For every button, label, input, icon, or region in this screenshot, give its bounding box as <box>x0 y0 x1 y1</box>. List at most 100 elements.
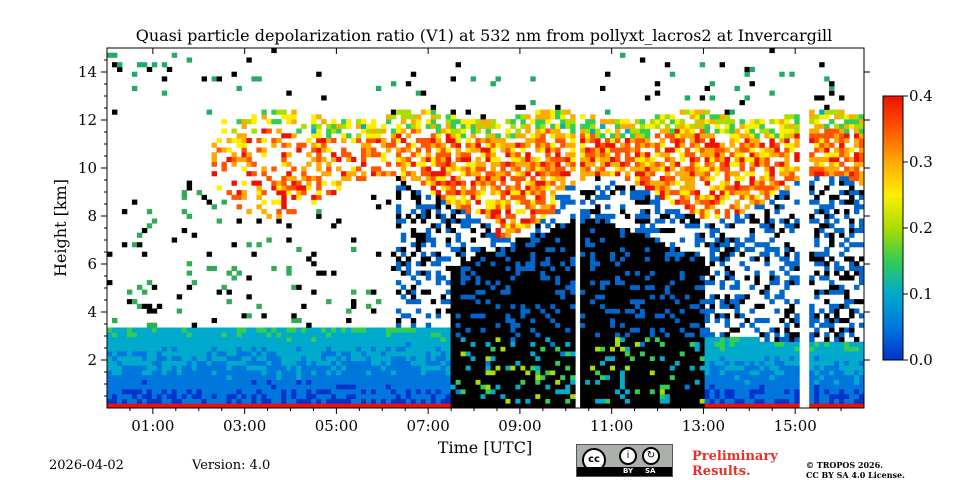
heatmap-cell <box>659 289 666 295</box>
heatmap-cell <box>659 166 666 172</box>
heatmap-cell <box>201 370 207 376</box>
heatmap-cell <box>151 327 158 333</box>
heatmap-cell <box>216 355 222 361</box>
heatmap-cell <box>316 123 322 129</box>
heatmap-cell <box>634 152 641 158</box>
heatmap-cell <box>689 374 696 380</box>
heatmap-cell <box>331 360 337 366</box>
heatmap-cell <box>420 242 427 248</box>
heatmap-cell <box>634 242 641 248</box>
heatmap-cell <box>311 114 317 120</box>
heatmap-cell <box>535 232 541 238</box>
heatmap-cell <box>410 194 417 200</box>
heatmap-cell <box>420 204 427 210</box>
heatmap-cell <box>500 398 506 404</box>
heatmap-cell <box>196 351 202 357</box>
heatmap-cell <box>550 341 556 347</box>
heatmap-cell <box>679 123 686 129</box>
heatmap-cell <box>639 270 646 276</box>
heatmap-cell <box>545 128 551 134</box>
heatmap-cell <box>585 138 591 144</box>
heatmap-cell <box>540 280 546 286</box>
heatmap-cell <box>112 327 118 333</box>
heatmap-cell <box>415 355 422 361</box>
heatmap-cell <box>570 237 576 243</box>
heatmap-cell <box>475 303 481 309</box>
heatmap-cell <box>570 280 576 286</box>
heatmap-cell <box>540 180 546 186</box>
heatmap-cell <box>351 327 357 333</box>
heatmap-cell <box>485 275 491 281</box>
heatmap-cell <box>450 280 456 286</box>
heatmap-cell <box>744 246 750 252</box>
heatmap-cell <box>251 403 257 408</box>
heatmap-cell <box>754 393 760 399</box>
heatmap-cell <box>714 403 720 408</box>
heatmap-cell <box>634 133 641 139</box>
heatmap-cell <box>296 147 302 153</box>
heatmap-cell <box>141 370 148 376</box>
heatmap-cell <box>291 180 297 186</box>
heatmap-cell <box>236 218 242 224</box>
heatmap-cell <box>664 156 671 162</box>
heatmap-cell <box>620 318 626 324</box>
heatmap-cell <box>545 336 551 342</box>
heatmap-cell <box>151 341 158 347</box>
heatmap-cell <box>420 374 427 380</box>
heatmap-cell <box>525 237 531 243</box>
heatmap-cell <box>131 384 138 390</box>
heatmap-cell <box>151 62 158 68</box>
heatmap-cell <box>615 403 621 408</box>
heatmap-cell <box>674 161 681 167</box>
heatmap-cell <box>684 204 691 210</box>
heatmap-cell <box>620 327 626 333</box>
heatmap-cell <box>371 166 377 172</box>
heatmap-cell <box>560 303 566 309</box>
heatmap-cell <box>605 161 611 167</box>
heatmap-cell <box>595 303 601 309</box>
heatmap-cell <box>226 346 232 352</box>
heatmap-cell <box>639 294 646 300</box>
heatmap-cell <box>535 336 541 342</box>
heatmap-cell <box>266 398 272 404</box>
heatmap-cell <box>724 123 730 129</box>
heatmap-cell <box>435 403 442 408</box>
heatmap-cell <box>281 403 287 408</box>
heatmap-cell <box>565 265 571 271</box>
heatmap-cell <box>714 398 720 404</box>
heatmap-cell <box>216 379 222 385</box>
heatmap-cell <box>634 355 641 361</box>
heatmap-cell <box>545 341 551 347</box>
heatmap-cell <box>425 142 432 148</box>
heatmap-cell <box>644 232 651 238</box>
heatmap-cell <box>570 370 576 376</box>
heatmap-cell <box>276 109 282 115</box>
heatmap-cell <box>371 332 377 338</box>
heatmap-cell <box>605 289 611 295</box>
heatmap-cell <box>216 389 222 395</box>
heatmap-cell <box>669 251 676 257</box>
heatmap-cell <box>719 360 725 366</box>
heatmap-cell <box>366 379 372 385</box>
heatmap-cell <box>704 355 710 361</box>
heatmap-cell <box>590 114 596 120</box>
heatmap-cell <box>286 171 292 177</box>
heatmap-cell <box>684 194 691 200</box>
heatmap-cell <box>475 403 481 408</box>
heatmap-cell <box>117 379 123 385</box>
heatmap-cell <box>739 374 745 380</box>
heatmap-cell <box>639 228 646 234</box>
heatmap-cell <box>684 223 691 229</box>
heatmap-cell <box>261 138 267 144</box>
heatmap-cell <box>141 389 148 395</box>
heatmap-cell <box>585 308 591 314</box>
heatmap-cell <box>510 280 516 286</box>
heatmap-cell <box>515 166 521 172</box>
heatmap-cell <box>749 355 755 361</box>
heatmap-cell <box>550 142 556 148</box>
heatmap-cell <box>699 299 706 305</box>
heatmap-cell <box>520 246 526 252</box>
heatmap-cell <box>366 303 372 309</box>
heatmap-cell <box>525 398 531 404</box>
heatmap-cell <box>595 393 601 399</box>
